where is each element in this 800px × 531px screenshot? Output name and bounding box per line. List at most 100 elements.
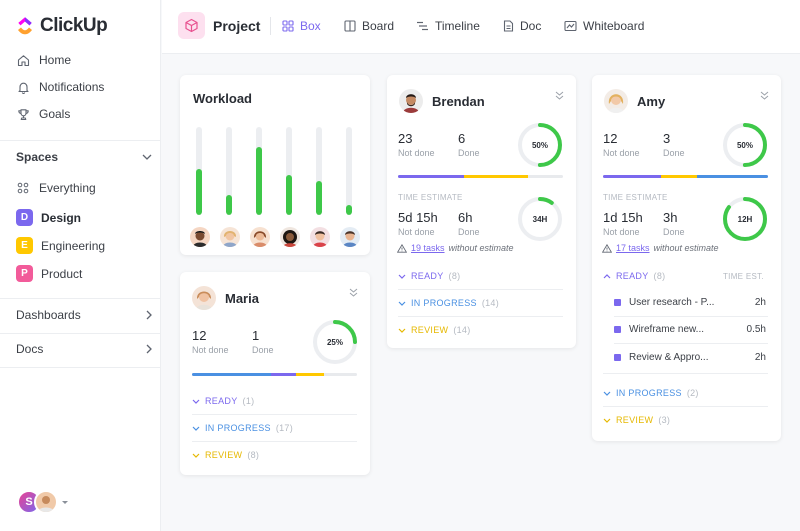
collapse-icon[interactable] [760, 91, 769, 100]
person-card-amy: Amy 12 Not done 3 Done 50% TIME ESTIMATE… [592, 75, 781, 441]
task-hours: 2h [754, 352, 766, 363]
done-label: Done [663, 227, 685, 237]
status-bar [603, 175, 768, 178]
space-engineering[interactable]: E Engineering [16, 237, 105, 254]
tasks-link[interactable]: 17 tasks [616, 243, 650, 253]
not-done-label: Not done [398, 227, 435, 237]
person-card-maria: Maria 12 Not done 1 Done 25% READY (1) I… [180, 272, 370, 475]
workload-bar [226, 127, 232, 215]
nav-goals[interactable]: Goals [16, 107, 70, 121]
est-done-value: 3h [663, 210, 678, 225]
space-product[interactable]: P Product [16, 265, 82, 282]
done-count: 6 [458, 131, 466, 146]
chevron-down-icon [398, 301, 406, 306]
user-menu[interactable]: S [17, 490, 69, 514]
group-count: (1) [242, 396, 255, 406]
spaces-header[interactable]: Spaces [16, 150, 152, 164]
est-not-done-value: 1d 15h [603, 210, 643, 225]
collapse-icon[interactable] [349, 288, 358, 297]
group-ready[interactable]: READY (8) [398, 271, 460, 281]
docs-label: Docs [16, 342, 44, 356]
brand-name: ClickUp [40, 15, 108, 36]
status-bar [192, 373, 357, 376]
not-done-label: Not done [603, 227, 640, 237]
workload-card: Workload [180, 75, 370, 255]
tasks-link[interactable]: 19 tasks [411, 243, 445, 253]
group-name: IN PROGRESS [411, 298, 477, 308]
divider [270, 17, 271, 35]
task-row[interactable]: Review & Appro... 2h [614, 352, 766, 363]
tab-board[interactable]: Board [344, 19, 394, 33]
chevron-down-icon [192, 453, 200, 458]
sidebar: ClickUp Home Notifications Goals Spaces … [0, 0, 161, 531]
tab-doc[interactable]: Doc [503, 19, 541, 33]
done-label: Done [458, 227, 480, 237]
workload-bar-fill [196, 169, 202, 215]
progress-percent: 25% [327, 338, 343, 347]
docs-link[interactable]: Docs [16, 342, 152, 356]
est-not-done-stat: 1d 15h Not done [603, 210, 643, 237]
tab-doc-label: Doc [520, 19, 542, 33]
clickup-logo[interactable]: ClickUp [16, 15, 108, 37]
group-ready[interactable]: READY (1) [192, 396, 254, 406]
divider [398, 316, 563, 317]
group-review[interactable]: REVIEW (3) [603, 415, 670, 425]
divider [192, 441, 357, 442]
workload-bar [316, 127, 322, 215]
chevron-right-icon [146, 344, 152, 354]
divider [0, 333, 160, 334]
est-not-done-value: 5d 15h [398, 210, 438, 225]
dashboards-link[interactable]: Dashboards [16, 308, 152, 322]
not-done-count: 12 [603, 131, 618, 146]
not-done-label: Not done [603, 148, 640, 158]
divider [0, 367, 160, 368]
done-count: 1 [252, 328, 260, 343]
trophy-icon [16, 107, 30, 121]
space-everything[interactable]: Everything [16, 181, 96, 195]
divider [0, 298, 160, 299]
group-count: (14) [481, 298, 500, 308]
person-header: Maria [192, 286, 259, 310]
task-row[interactable]: Wireframe new... 0.5h [614, 324, 766, 335]
group-name: REVIEW [411, 325, 449, 335]
progress-percent: 50% [532, 141, 548, 150]
divider [398, 289, 563, 290]
tab-box-label: Box [300, 19, 321, 33]
divider [614, 343, 768, 344]
collapse-icon[interactable] [555, 91, 564, 100]
bell-icon [16, 80, 30, 94]
group-in-progress[interactable]: IN PROGRESS (17) [192, 423, 293, 433]
space-everything-label: Everything [39, 181, 96, 195]
done-label: Done [252, 345, 274, 355]
tab-whiteboard[interactable]: Whiteboard [564, 19, 644, 33]
task-row[interactable]: User research - P... 2h [614, 297, 766, 308]
not-done-stat: 12 Not done [192, 328, 229, 355]
nav-notifications[interactable]: Notifications [16, 80, 104, 94]
group-in-progress[interactable]: IN PROGRESS (14) [398, 298, 499, 308]
not-done-count: 23 [398, 131, 413, 146]
avatar [399, 89, 423, 113]
chevron-down-icon[interactable] [142, 154, 152, 160]
warning-icon [602, 243, 612, 253]
chevron-down-icon [192, 426, 200, 431]
box-view-icon [282, 20, 294, 32]
not-done-label: Not done [398, 148, 435, 158]
group-review[interactable]: REVIEW (14) [398, 325, 471, 335]
divider [192, 414, 357, 415]
not-done-stat: 12 Not done [603, 131, 640, 158]
done-stat: 3 Done [663, 131, 685, 158]
workload-bar-fill [316, 180, 322, 215]
tab-timeline[interactable]: Timeline [416, 19, 480, 33]
caret-down-icon[interactable] [61, 500, 69, 505]
timeline-view-icon [417, 21, 428, 31]
tab-box[interactable]: Box [282, 19, 321, 33]
space-design[interactable]: D Design [16, 209, 81, 226]
group-review[interactable]: REVIEW (8) [192, 450, 259, 460]
group-in-progress[interactable]: IN PROGRESS (2) [603, 388, 699, 398]
group-ready[interactable]: READY (8) [603, 271, 665, 281]
avatar [310, 227, 330, 247]
dashboards-label: Dashboards [16, 308, 81, 322]
nav-home[interactable]: Home [16, 53, 71, 67]
top-bar: Project Box Board Timeline Doc Whiteboar… [162, 0, 800, 54]
whiteboard-view-icon [564, 20, 577, 32]
